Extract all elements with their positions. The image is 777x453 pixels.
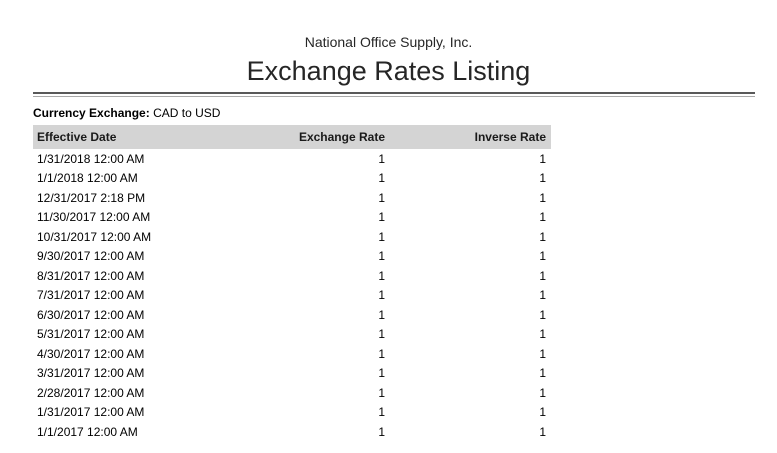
table-row: 8/31/2017 12:00 AM 1 1	[33, 266, 551, 286]
table-row: 9/30/2017 12:00 AM 1 1	[33, 246, 551, 266]
effective-date-cell: 5/31/2017 12:00 AM	[33, 324, 237, 344]
effective-date-cell: 3/31/2017 12:00 AM	[33, 363, 237, 383]
inverse-rate-cell: 1	[387, 207, 551, 227]
effective-date-cell: 1/1/2017 12:00 AM	[33, 422, 237, 442]
table-row: 10/31/2017 12:00 AM 1 1	[33, 227, 551, 247]
exchange-rate-cell: 1	[237, 266, 387, 286]
exchange-rate-cell: 1	[237, 324, 387, 344]
exchange-rate-cell: 1	[237, 402, 387, 422]
exchange-rate-cell: 1	[237, 422, 387, 442]
effective-date-cell: 11/30/2017 12:00 AM	[33, 207, 237, 227]
exchange-rate-cell: 1	[237, 168, 387, 188]
exchange-rate-cell: 1	[237, 285, 387, 305]
inverse-rate-cell: 1	[387, 285, 551, 305]
rates-table-head: Effective Date Exchange Rate Inverse Rat…	[33, 125, 551, 149]
inverse-rate-cell: 1	[387, 227, 551, 247]
currency-exchange-line: Currency Exchange: CAD to USD	[33, 106, 755, 121]
inverse-rate-cell: 1	[387, 344, 551, 364]
inverse-rate-cell: 1	[387, 383, 551, 403]
header-divider	[33, 92, 755, 97]
effective-date-cell: 10/31/2017 12:00 AM	[33, 227, 237, 247]
inverse-rate-cell: 1	[387, 149, 551, 169]
table-header-row: Effective Date Exchange Rate Inverse Rat…	[33, 125, 551, 149]
exchange-rate-cell: 1	[237, 305, 387, 325]
table-row: 1/1/2018 12:00 AM 1 1	[33, 168, 551, 188]
company-name: National Office Supply, Inc.	[304, 34, 473, 50]
effective-date-cell: 8/31/2017 12:00 AM	[33, 266, 237, 286]
effective-date-cell: 1/31/2018 12:00 AM	[33, 149, 237, 169]
exchange-rate-cell: 1	[237, 149, 387, 169]
currency-exchange-value: CAD to USD	[153, 106, 221, 120]
exchange-rate-cell: 1	[237, 363, 387, 383]
table-row: 7/31/2017 12:00 AM 1 1	[33, 285, 551, 305]
column-header-effective-date: Effective Date	[33, 125, 237, 149]
rates-table-body: 1/31/2018 12:00 AM 1 1 1/1/2018 12:00 AM 1 1 1…	[33, 149, 551, 442]
exchange-rate-cell: 1	[237, 383, 387, 403]
column-header-inverse-rate: Inverse Rate	[387, 125, 551, 149]
effective-date-cell: 6/30/2017 12:00 AM	[33, 305, 237, 325]
report-title: Exchange Rates Listing	[246, 56, 531, 86]
currency-exchange-label: Currency Exchange:	[33, 106, 150, 120]
exchange-rate-cell: 1	[237, 344, 387, 364]
exchange-rate-cell: 1	[237, 246, 387, 266]
table-row: 11/30/2017 12:00 AM 1 1	[33, 207, 551, 227]
inverse-rate-cell: 1	[387, 305, 551, 325]
inverse-rate-cell: 1	[387, 168, 551, 188]
inverse-rate-cell: 1	[387, 363, 551, 383]
effective-date-cell: 2/28/2017 12:00 AM	[33, 383, 237, 403]
table-row: 4/30/2017 12:00 AM 1 1	[33, 344, 551, 364]
inverse-rate-cell: 1	[387, 188, 551, 208]
table-row: 12/31/2017 2:18 PM 1 1	[33, 188, 551, 208]
inverse-rate-cell: 1	[387, 324, 551, 344]
effective-date-cell: 12/31/2017 2:18 PM	[33, 188, 237, 208]
rates-table: Effective Date Exchange Rate Inverse Rat…	[33, 125, 551, 442]
effective-date-cell: 1/1/2018 12:00 AM	[33, 168, 237, 188]
effective-date-cell: 1/31/2017 12:00 AM	[33, 402, 237, 422]
effective-date-cell: 7/31/2017 12:00 AM	[33, 285, 237, 305]
effective-date-cell: 4/30/2017 12:00 AM	[33, 344, 237, 364]
report-body: Currency Exchange: CAD to USD Effective …	[33, 92, 755, 442]
exchange-rate-cell: 1	[237, 227, 387, 247]
exchange-rate-cell: 1	[237, 207, 387, 227]
inverse-rate-cell: 1	[387, 422, 551, 442]
table-row: 2/28/2017 12:00 AM 1 1	[33, 383, 551, 403]
exchange-rate-cell: 1	[237, 188, 387, 208]
inverse-rate-cell: 1	[387, 266, 551, 286]
inverse-rate-cell: 1	[387, 402, 551, 422]
table-row: 5/31/2017 12:00 AM 1 1	[33, 324, 551, 344]
column-header-exchange-rate: Exchange Rate	[237, 125, 387, 149]
table-row: 3/31/2017 12:00 AM 1 1	[33, 363, 551, 383]
table-row: 1/31/2018 12:00 AM 1 1	[33, 149, 551, 169]
table-row: 1/1/2017 12:00 AM 1 1	[33, 422, 551, 442]
table-row: 6/30/2017 12:00 AM 1 1	[33, 305, 551, 325]
effective-date-cell: 9/30/2017 12:00 AM	[33, 246, 237, 266]
inverse-rate-cell: 1	[387, 246, 551, 266]
table-row: 1/31/2017 12:00 AM 1 1	[33, 402, 551, 422]
